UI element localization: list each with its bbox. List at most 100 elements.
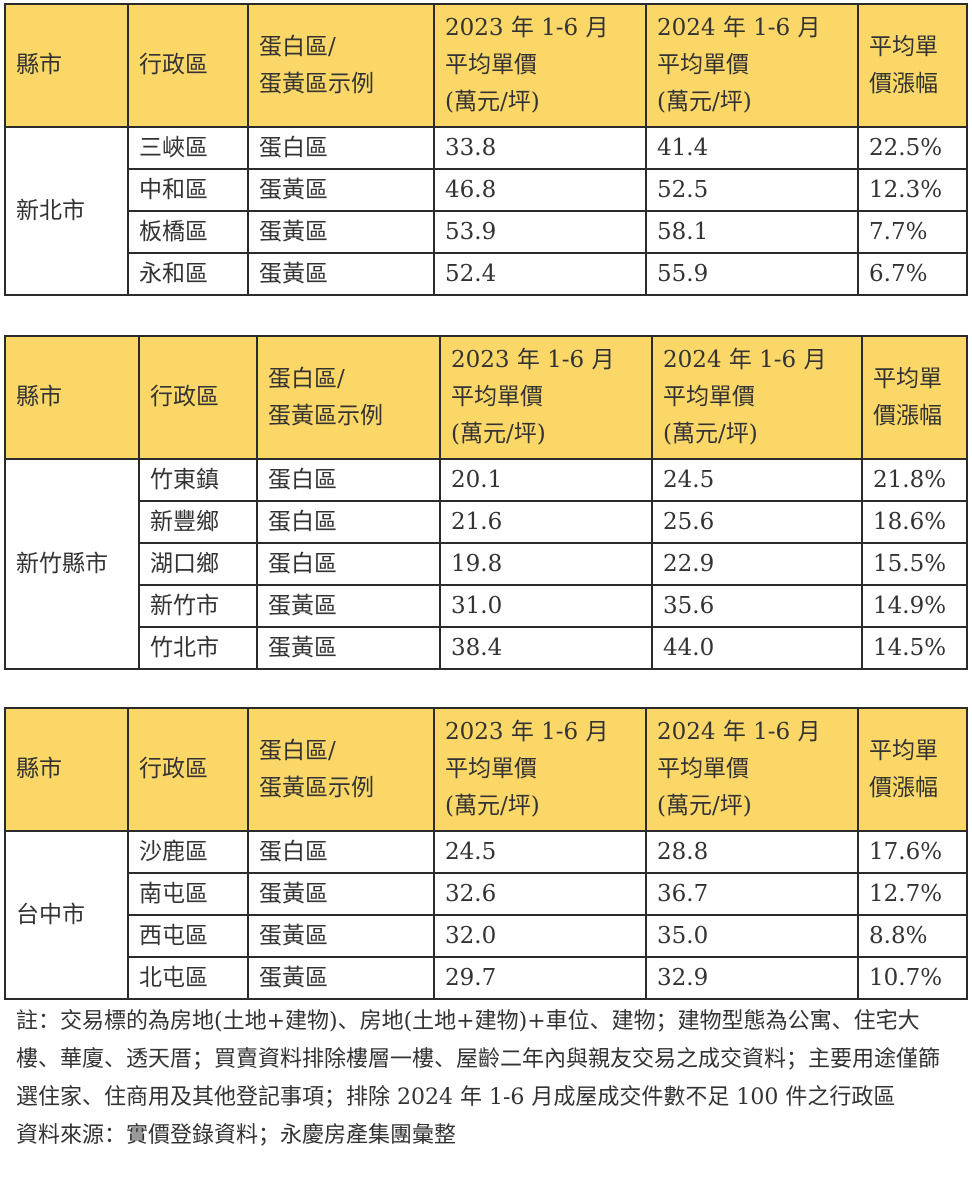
- increase-cell: 8.8%: [857, 914, 968, 958]
- price-2023-cell: 38.4: [439, 626, 653, 670]
- zone-cell: 蛋黃區: [247, 252, 435, 296]
- zone-cell: 蛋白區: [256, 542, 441, 586]
- price-2024-cell: 58.1: [645, 210, 859, 254]
- zone-cell: 蛋黃區: [247, 210, 435, 254]
- header-price-2024: 2024 年 1-6 月 平均單價 (萬元/坪): [645, 3, 859, 128]
- zone-cell: 蛋白區: [247, 830, 435, 874]
- zone-cell: 蛋白區: [247, 126, 435, 170]
- header-increase: 平均單 價漲幅: [857, 3, 968, 128]
- table-row: 新北市 三峽區 蛋白區 33.8 41.4 22.5%: [4, 126, 968, 296]
- increase-cell: 14.9%: [861, 584, 968, 628]
- price-2024-cell: 35.6: [651, 584, 863, 628]
- table-row: 中和區 蛋黃區 46.8 52.5 12.3%: [5, 168, 968, 212]
- header-zone: 蛋白區/ 蛋黃區示例: [247, 3, 435, 128]
- price-2023-cell: 32.6: [433, 872, 647, 916]
- increase-cell: 7.7%: [857, 210, 968, 254]
- district-cell: 竹北市: [138, 626, 258, 670]
- header-district: 行政區: [127, 707, 249, 832]
- table-row: 竹北市 蛋黃區 38.4 44.0 14.5%: [5, 626, 968, 670]
- price-2024-cell: 55.9: [645, 252, 859, 296]
- header-city: 縣市: [4, 3, 129, 128]
- methodology-note: 註：交易標的為房地(土地+建物)、房地(土地+建物)+車位、建物；建物型態為公寓…: [16, 1009, 941, 1110]
- price-2023-cell: 20.1: [439, 458, 653, 502]
- increase-cell: 17.6%: [857, 830, 968, 874]
- district-cell: 北屯區: [127, 956, 249, 1000]
- table-row: 西屯區 蛋黃區 32.0 35.0 8.8%: [5, 914, 968, 958]
- district-cell: 竹東鎮: [138, 458, 258, 502]
- district-cell: 中和區: [127, 168, 249, 212]
- price-2024-cell: 25.6: [651, 500, 863, 544]
- price-2023-cell: 52.4: [433, 252, 647, 296]
- district-cell: 湖口鄉: [138, 542, 258, 586]
- zone-cell: 蛋黃區: [247, 956, 435, 1000]
- price-table-taichung: 縣市 行政區 蛋白區/ 蛋黃區示例 2023 年 1-6 月 平均單價 (萬元/…: [4, 707, 968, 1000]
- header-city: 縣市: [4, 335, 140, 460]
- increase-cell: 14.5%: [861, 626, 968, 670]
- price-table-hsinchu: 縣市 行政區 蛋白區/ 蛋黃區示例 2023 年 1-6 月 平均單價 (萬元/…: [4, 335, 968, 670]
- zone-cell: 蛋黃區: [256, 584, 441, 628]
- increase-cell: 22.5%: [857, 126, 968, 170]
- price-2023-cell: 46.8: [433, 168, 647, 212]
- district-cell: 永和區: [127, 252, 249, 296]
- footnotes: 註：交易標的為房地(土地+建物)、房地(土地+建物)+車位、建物；建物型態為公寓…: [16, 1003, 961, 1155]
- header-price-2024: 2024 年 1-6 月 平均單價 (萬元/坪): [651, 335, 863, 460]
- table-row: 台中市 沙鹿區 蛋白區 24.5 28.8 17.6%: [4, 830, 968, 1000]
- price-2023-cell: 33.8: [433, 126, 647, 170]
- district-cell: 新豐鄉: [138, 500, 258, 544]
- price-2023-cell: 31.0: [439, 584, 653, 628]
- source-note: 資料來源：實價登錄資料；永慶房產集團彙整: [16, 1123, 457, 1148]
- table-header-row: 縣市 行政區 蛋白區/ 蛋黃區示例 2023 年 1-6 月 平均單價 (萬元/…: [4, 707, 968, 832]
- increase-cell: 6.7%: [857, 252, 968, 296]
- price-2024-cell: 36.7: [645, 872, 859, 916]
- price-2024-cell: 22.9: [651, 542, 863, 586]
- table-header-row: 縣市 行政區 蛋白區/ 蛋黃區示例 2023 年 1-6 月 平均單價 (萬元/…: [4, 3, 968, 128]
- district-cell: 西屯區: [127, 914, 249, 958]
- table-row: 新竹市 蛋黃區 31.0 35.6 14.9%: [5, 584, 968, 628]
- district-cell: 三峽區: [127, 126, 249, 170]
- price-2023-cell: 53.9: [433, 210, 647, 254]
- header-increase: 平均單 價漲幅: [857, 707, 968, 832]
- price-2024-cell: 24.5: [651, 458, 863, 502]
- zone-cell: 蛋白區: [256, 458, 441, 502]
- city-cell: 新竹縣市: [4, 458, 140, 670]
- table-row: 永和區 蛋黃區 52.4 55.9 6.7%: [5, 252, 968, 296]
- table-row: 北屯區 蛋黃區 29.7 32.9 10.7%: [5, 956, 968, 1000]
- header-price-2023: 2023 年 1-6 月 平均單價 (萬元/坪): [433, 3, 647, 128]
- price-2024-cell: 28.8: [645, 830, 859, 874]
- zone-cell: 蛋黃區: [256, 626, 441, 670]
- increase-cell: 12.7%: [857, 872, 968, 916]
- price-2023-cell: 19.8: [439, 542, 653, 586]
- price-2023-cell: 24.5: [433, 830, 647, 874]
- price-2024-cell: 35.0: [645, 914, 859, 958]
- price-table-new-taipei: 縣市 行政區 蛋白區/ 蛋黃區示例 2023 年 1-6 月 平均單價 (萬元/…: [4, 3, 968, 296]
- zone-cell: 蛋黃區: [247, 872, 435, 916]
- district-cell: 南屯區: [127, 872, 249, 916]
- increase-cell: 21.8%: [861, 458, 968, 502]
- table-row: 新竹縣市 竹東鎮 蛋白區 20.1 24.5 21.8%: [4, 458, 968, 670]
- district-cell: 板橋區: [127, 210, 249, 254]
- header-zone: 蛋白區/ 蛋黃區示例: [256, 335, 441, 460]
- header-increase: 平均單 價漲幅: [861, 335, 968, 460]
- district-cell: 新竹市: [138, 584, 258, 628]
- price-2024-cell: 41.4: [645, 126, 859, 170]
- price-2023-cell: 21.6: [439, 500, 653, 544]
- increase-cell: 18.6%: [861, 500, 968, 544]
- increase-cell: 12.3%: [857, 168, 968, 212]
- header-district: 行政區: [127, 3, 249, 128]
- increase-cell: 10.7%: [857, 956, 968, 1000]
- header-price-2024: 2024 年 1-6 月 平均單價 (萬元/坪): [645, 707, 859, 832]
- increase-cell: 15.5%: [861, 542, 968, 586]
- header-price-2023: 2023 年 1-6 月 平均單價 (萬元/坪): [433, 707, 647, 832]
- header-price-2023: 2023 年 1-6 月 平均單價 (萬元/坪): [439, 335, 653, 460]
- city-cell: 新北市: [4, 126, 129, 296]
- city-cell: 台中市: [4, 830, 129, 1000]
- table-row: 湖口鄉 蛋白區 19.8 22.9 15.5%: [5, 542, 968, 586]
- table-header-row: 縣市 行政區 蛋白區/ 蛋黃區示例 2023 年 1-6 月 平均單價 (萬元/…: [4, 335, 968, 460]
- header-city: 縣市: [4, 707, 129, 832]
- price-2024-cell: 52.5: [645, 168, 859, 212]
- price-2023-cell: 32.0: [433, 914, 647, 958]
- price-2024-cell: 44.0: [651, 626, 863, 670]
- zone-cell: 蛋黃區: [247, 168, 435, 212]
- price-2023-cell: 29.7: [433, 956, 647, 1000]
- table-row: 板橋區 蛋黃區 53.9 58.1 7.7%: [5, 210, 968, 254]
